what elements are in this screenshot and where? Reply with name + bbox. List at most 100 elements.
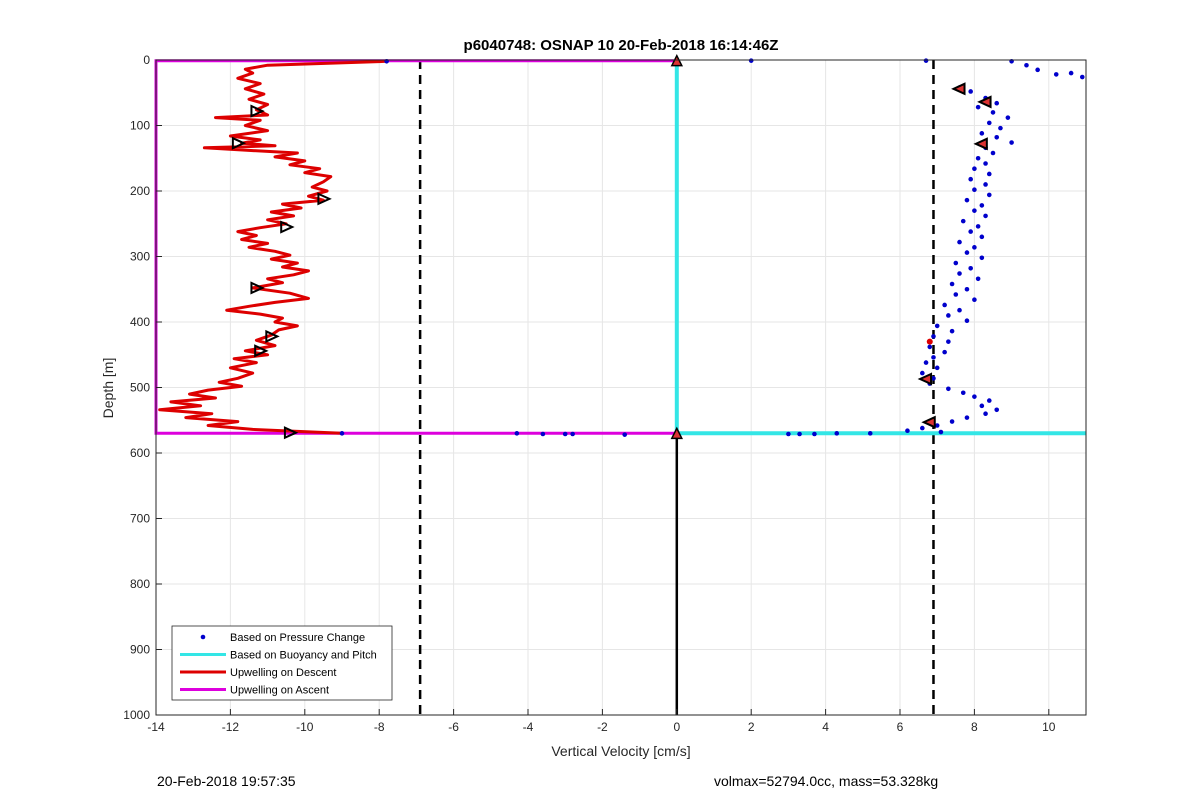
point-pressure-change <box>946 313 951 318</box>
point-pressure-change <box>1009 140 1014 145</box>
point-pressure-change <box>570 431 575 437</box>
legend-label: Based on Pressure Change <box>230 632 365 644</box>
point-pressure-change <box>931 334 936 339</box>
point-pressure-change <box>972 297 977 303</box>
point-pressure-change <box>562 431 568 437</box>
point-pressure-change <box>960 218 966 224</box>
point-pressure-change <box>975 224 981 229</box>
legend-swatch <box>200 634 206 640</box>
y-tick-label: 400 <box>130 315 150 329</box>
point-pressure-change <box>968 176 973 182</box>
point-pressure-change <box>994 407 1000 413</box>
point-pressure-change <box>942 349 947 355</box>
point-pressure-change <box>1024 62 1029 68</box>
legend-label: Upwelling on Ascent <box>230 685 329 697</box>
point-pressure-change <box>994 100 1000 106</box>
point-pressure-change <box>979 234 985 240</box>
point-pressure-change <box>979 403 985 409</box>
marker-zero-line <box>670 53 684 67</box>
x-tick-label: -6 <box>448 720 459 734</box>
marker-descent <box>254 344 269 358</box>
point-pressure-change <box>964 250 970 255</box>
point-pressure-change <box>957 271 962 276</box>
y-tick-label: 600 <box>130 446 150 460</box>
point-pressure-change <box>514 431 520 436</box>
point-pressure-change <box>953 260 959 266</box>
point-pressure-change <box>748 58 754 63</box>
axis-ticks-layer: -14 -12 -10 -8 -6 -4 -2 0 2 4 6 8 100100200300400500… <box>123 53 1055 734</box>
marker-ascent <box>977 95 992 109</box>
point-pressure-change <box>972 187 977 192</box>
footer-volmax-mass: volmax=52794.0cc, mass=53.328kg <box>714 773 939 789</box>
marker-descent <box>283 426 299 440</box>
point-pressure-change <box>983 411 988 417</box>
point-pressure-change <box>927 344 933 350</box>
footer-timestamp: 20-Feb-2018 19:57:35 <box>157 773 296 789</box>
point-pressure-change <box>834 431 840 436</box>
y-tick-label: 0 <box>143 53 150 67</box>
legend-label: Based on Buoyancy and Pitch <box>230 650 377 662</box>
point-pressure-change <box>979 203 985 208</box>
point-pressure-change <box>960 390 966 396</box>
marker-zero-line <box>670 426 684 440</box>
x-tick-label: -4 <box>523 720 534 734</box>
point-pressure-change <box>994 134 1000 140</box>
grid-layer <box>155 59 1086 716</box>
point-pressure-change <box>972 394 977 399</box>
point-pressure-change <box>990 110 996 115</box>
point-pressure-change <box>953 292 959 297</box>
point-highlight <box>926 338 933 345</box>
y-tick-label: 800 <box>130 577 150 591</box>
marker-descent <box>280 220 295 234</box>
point-pressure-change <box>979 255 985 261</box>
marker-descent <box>250 104 265 118</box>
point-pressure-change <box>949 419 955 424</box>
point-pressure-change <box>949 281 955 287</box>
y-tick-label: 500 <box>130 381 150 395</box>
point-pressure-change <box>972 166 977 172</box>
point-pressure-change <box>812 431 817 437</box>
legend-label: Upwelling on Descent <box>230 667 336 679</box>
point-pressure-change <box>931 355 936 360</box>
point-pressure-change <box>957 239 962 245</box>
point-pressure-change <box>920 425 925 431</box>
y-axis-label: Depth [m] <box>100 358 116 419</box>
x-tick-label: -12 <box>222 720 240 734</box>
legend-box <box>171 625 393 701</box>
x-tick-label: 8 <box>971 720 978 734</box>
marker-descent <box>250 281 265 295</box>
point-pressure-change <box>1035 67 1040 73</box>
point-pressure-change <box>931 376 936 381</box>
point-pressure-change <box>983 213 988 219</box>
point-pressure-change <box>972 208 977 213</box>
x-tick-label: -2 <box>597 720 608 734</box>
point-pressure-change <box>923 360 929 365</box>
point-pressure-change <box>986 120 992 126</box>
x-tick-label: -8 <box>374 720 385 734</box>
point-pressure-change <box>964 197 970 203</box>
point-pressure-change <box>964 286 970 292</box>
x-tick-label: 6 <box>897 720 904 734</box>
point-pressure-change <box>983 182 988 187</box>
point-pressure-change <box>920 370 925 376</box>
point-pressure-change <box>957 307 962 313</box>
point-pressure-change <box>998 125 1003 131</box>
y-tick-label: 200 <box>130 184 150 198</box>
x-axis-label: Vertical Velocity [cm/s] <box>551 743 690 759</box>
chart-legend: Based on Pressure Change Based on Buoyanc… <box>171 625 393 701</box>
point-pressure-change <box>946 386 951 392</box>
y-tick-label: 900 <box>130 643 150 657</box>
series-layer <box>154 53 1086 440</box>
chart-title: p6040748: OSNAP 10 20-Feb-2018 16:14:46Z <box>464 37 779 54</box>
point-pressure-change <box>622 432 628 437</box>
y-tick-label: 300 <box>130 250 150 264</box>
x-tick-label: 0 <box>673 720 680 734</box>
series-upwelling-descent <box>158 59 387 435</box>
point-pressure-change <box>946 339 951 344</box>
marker-ascent <box>921 415 936 429</box>
point-pressure-change <box>934 423 940 428</box>
point-pressure-change <box>1005 115 1011 120</box>
point-pressure-change <box>975 104 981 110</box>
marker-ascent <box>973 137 988 151</box>
